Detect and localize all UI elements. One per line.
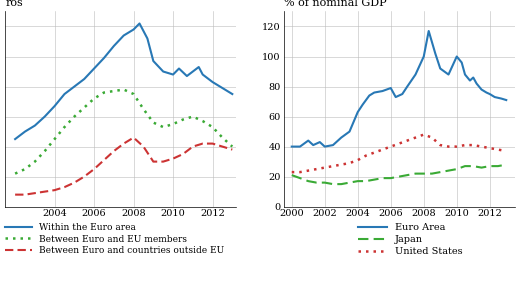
Text: % of nominal GDP: % of nominal GDP [284,0,386,7]
Text: ros: ros [5,0,23,7]
Legend: Euro Area, Japan, United States: Euro Area, Japan, United States [358,223,462,256]
Legend: Within the Euro area, Between Euro and EU members, Between Euro and countries ou: Within the Euro area, Between Euro and E… [5,223,225,255]
